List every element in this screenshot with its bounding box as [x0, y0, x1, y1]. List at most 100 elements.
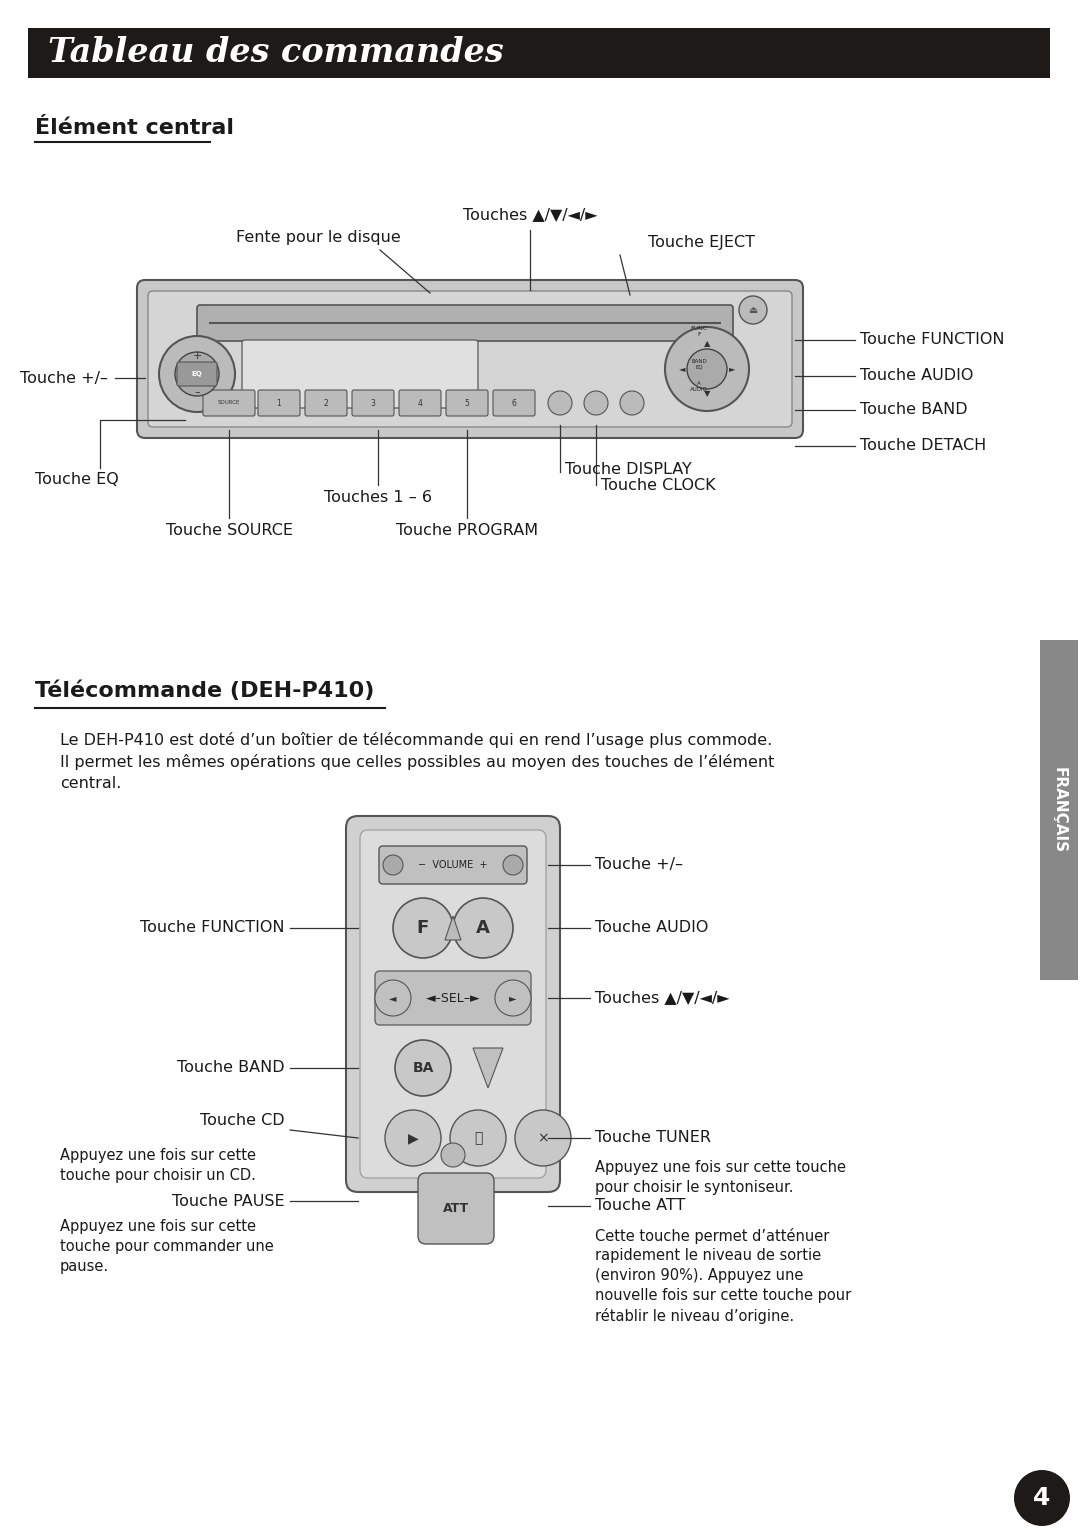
Circle shape [515, 1110, 571, 1167]
Text: BAND
EQ: BAND EQ [691, 359, 707, 369]
Text: 5: 5 [464, 399, 470, 408]
Text: –: – [194, 386, 200, 397]
Text: FUNC
F: FUNC F [690, 327, 707, 337]
Text: +: + [192, 351, 202, 360]
FancyBboxPatch shape [305, 389, 347, 415]
Text: Touche PROGRAM: Touche PROGRAM [396, 523, 538, 538]
Circle shape [159, 336, 235, 412]
Text: Touche EJECT: Touche EJECT [648, 235, 755, 250]
Text: ATT: ATT [443, 1202, 469, 1214]
Text: Touche AUDIO: Touche AUDIO [595, 920, 708, 935]
Circle shape [739, 296, 767, 323]
FancyBboxPatch shape [177, 362, 217, 386]
Text: Appuyez une fois sur cette: Appuyez une fois sur cette [60, 1219, 256, 1234]
Circle shape [441, 1144, 465, 1167]
Text: Touche EQ: Touche EQ [35, 472, 119, 487]
Text: Touche SOURCE: Touche SOURCE [165, 523, 293, 538]
Text: Élément central: Élément central [35, 118, 234, 138]
Text: ⏏: ⏏ [748, 305, 758, 314]
Text: ▼: ▼ [704, 389, 711, 399]
Text: Touches 1 – 6: Touches 1 – 6 [324, 491, 432, 504]
Text: pour choisir le syntoniseur.: pour choisir le syntoniseur. [595, 1180, 794, 1196]
Circle shape [620, 391, 644, 415]
Text: Appuyez une fois sur cette touche: Appuyez une fois sur cette touche [595, 1160, 846, 1174]
Circle shape [495, 980, 531, 1016]
Text: Touche DISPLAY: Touche DISPLAY [565, 461, 692, 477]
Text: Touche BAND: Touche BAND [860, 403, 968, 417]
Text: EQ: EQ [191, 371, 202, 377]
Text: ►: ► [729, 365, 735, 374]
Text: BA: BA [413, 1061, 434, 1075]
Text: 2: 2 [324, 399, 328, 408]
Text: ⏸: ⏸ [474, 1131, 482, 1145]
Text: Touche AUDIO: Touche AUDIO [860, 368, 973, 383]
Circle shape [584, 391, 608, 415]
Text: SOURCE: SOURCE [218, 400, 240, 406]
Text: Touche ATT: Touche ATT [595, 1199, 686, 1214]
Text: Touches ▲/▼/◄/►: Touches ▲/▼/◄/► [595, 990, 729, 1006]
Bar [1040, 639, 1078, 980]
Text: nouvelle fois sur cette touche pour: nouvelle fois sur cette touche pour [595, 1288, 851, 1303]
FancyBboxPatch shape [203, 389, 255, 415]
Text: touche pour choisir un CD.: touche pour choisir un CD. [60, 1168, 256, 1183]
Polygon shape [473, 1049, 503, 1088]
Text: ▲: ▲ [704, 339, 711, 348]
Text: Cette touche permet d’atténuer: Cette touche permet d’atténuer [595, 1228, 829, 1243]
Polygon shape [445, 917, 461, 940]
Circle shape [395, 1039, 451, 1096]
Text: F: F [417, 918, 429, 937]
Text: 3: 3 [370, 399, 376, 408]
Text: −  VOLUME  +: − VOLUME + [418, 860, 488, 871]
Text: Touche FUNCTION: Touche FUNCTION [140, 920, 285, 935]
Text: Touche FUNCTION: Touche FUNCTION [860, 333, 1004, 348]
FancyBboxPatch shape [242, 340, 478, 408]
Text: Le DEH-P410 est doté d’un boîtier de télécommande qui en rend l’usage plus commo: Le DEH-P410 est doté d’un boîtier de tél… [60, 731, 772, 748]
Text: Touche BAND: Touche BAND [177, 1061, 285, 1076]
Circle shape [375, 980, 411, 1016]
FancyBboxPatch shape [360, 829, 546, 1177]
Text: Touche +/–: Touche +/– [595, 857, 683, 872]
Text: ▶: ▶ [407, 1131, 418, 1145]
Circle shape [687, 350, 727, 389]
Text: 6: 6 [512, 399, 516, 408]
Text: Touches ▲/▼/◄/►: Touches ▲/▼/◄/► [462, 207, 597, 222]
FancyBboxPatch shape [148, 291, 792, 428]
Circle shape [548, 391, 572, 415]
Text: (environ 90%). Appuyez une: (environ 90%). Appuyez une [595, 1268, 804, 1283]
Circle shape [383, 855, 403, 875]
Text: Appuyez une fois sur cette: Appuyez une fois sur cette [60, 1148, 256, 1164]
Text: ►: ► [510, 993, 516, 1003]
FancyBboxPatch shape [375, 970, 531, 1026]
Bar [28, 28, 1050, 78]
FancyBboxPatch shape [346, 816, 561, 1193]
Text: 4: 4 [1034, 1485, 1051, 1510]
Circle shape [384, 1110, 441, 1167]
Text: pause.: pause. [60, 1259, 109, 1274]
Text: Touche DETACH: Touche DETACH [860, 438, 986, 454]
FancyBboxPatch shape [492, 389, 535, 415]
FancyBboxPatch shape [379, 846, 527, 885]
Circle shape [393, 898, 453, 958]
Circle shape [503, 855, 523, 875]
Text: Touche CLOCK: Touche CLOCK [600, 478, 716, 494]
FancyBboxPatch shape [446, 389, 488, 415]
FancyBboxPatch shape [418, 1173, 494, 1243]
Text: Touche CD: Touche CD [201, 1113, 285, 1128]
Circle shape [665, 327, 750, 411]
Text: Touche TUNER: Touche TUNER [595, 1130, 711, 1145]
Text: 4: 4 [418, 399, 422, 408]
FancyBboxPatch shape [137, 281, 804, 438]
Text: ◄: ◄ [678, 365, 685, 374]
Circle shape [450, 1110, 507, 1167]
Text: FRANÇAIS: FRANÇAIS [1052, 766, 1067, 852]
Text: Télécommande (DEH-P410): Télécommande (DEH-P410) [35, 681, 375, 701]
Text: ×: × [537, 1131, 549, 1145]
Text: A
AUDIO: A AUDIO [690, 382, 707, 392]
Text: 1: 1 [276, 399, 282, 408]
FancyBboxPatch shape [197, 305, 733, 340]
Text: rétablir le niveau d’origine.: rétablir le niveau d’origine. [595, 1308, 794, 1325]
Text: central.: central. [60, 776, 121, 791]
Text: ◄: ◄ [389, 993, 396, 1003]
FancyBboxPatch shape [258, 389, 300, 415]
Text: Touche PAUSE: Touche PAUSE [173, 1194, 285, 1208]
